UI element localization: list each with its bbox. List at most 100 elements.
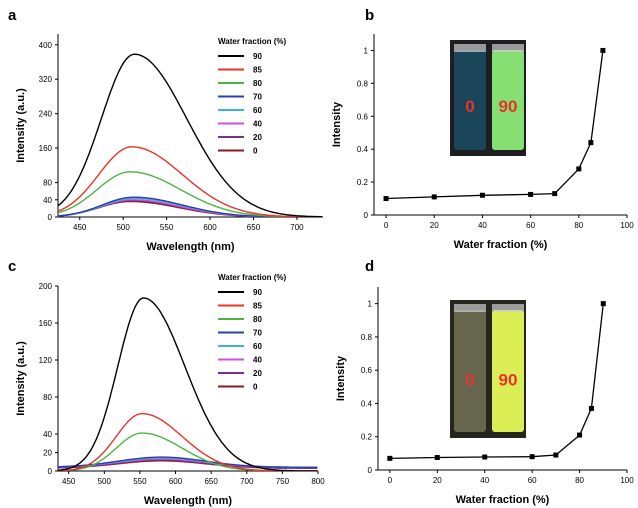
legend-label: 20 [253, 133, 262, 142]
y-tick-label: 240 [39, 110, 53, 119]
x-tick-label: 450 [73, 223, 87, 232]
x-axis-title: Water fraction (%) [456, 494, 550, 506]
panel-letter: b [365, 7, 374, 24]
panel-letter: d [365, 258, 374, 275]
legend-label: 0 [253, 147, 258, 156]
data-point-0 [383, 196, 389, 202]
data-point-90 [600, 301, 606, 307]
vial-cap-0 [454, 44, 486, 52]
data-point-20 [431, 194, 437, 200]
x-tick-label: 100 [620, 476, 634, 485]
y-tick-label: 1 [368, 300, 373, 309]
x-tick-label: 60 [528, 476, 537, 485]
y-tick-label: 400 [39, 41, 53, 50]
y-tick-label: 320 [39, 75, 53, 84]
vial-label-0: 0 [465, 371, 474, 390]
y-tick-label: 0.2 [361, 433, 373, 442]
x-tick-label: 60 [526, 221, 535, 230]
data-point-85 [588, 140, 594, 146]
legend-label: 60 [253, 342, 262, 351]
y-tick-label: 0.6 [357, 112, 369, 121]
data-point-80 [577, 432, 583, 438]
y-tick-label: 0.6 [361, 366, 373, 375]
legend-label: 20 [253, 369, 262, 378]
x-axis-title: Wavelength (nm) [144, 495, 233, 507]
vial-label-90: 90 [499, 371, 518, 390]
data-point-60 [529, 454, 535, 460]
inset-photo: 0 90 [450, 40, 526, 156]
y-tick-label: 0 [368, 466, 373, 475]
panel-letter: a [8, 7, 17, 24]
y-tick-label: 80 [43, 179, 52, 188]
vial-cap-1 [492, 304, 524, 312]
y-tick-label: 0.4 [361, 399, 373, 408]
data-point-70 [553, 452, 559, 458]
y-tick-label: 40 [43, 430, 52, 439]
y-axis-title: Intensity [331, 101, 343, 147]
series-line-70 [58, 456, 318, 468]
series-line-90 [58, 53, 323, 217]
legend-label: 0 [253, 383, 258, 392]
y-tick-label: 0.8 [361, 333, 373, 342]
data-point-60 [528, 191, 534, 197]
data-point-80 [576, 166, 582, 172]
legend-label: 40 [253, 120, 262, 129]
x-tick-label: 20 [430, 221, 439, 230]
y-tick-label: 0 [48, 467, 53, 476]
data-point-0 [387, 455, 393, 461]
y-axis-title: Intensity (a.u.) [15, 88, 27, 163]
y-tick-label: 160 [39, 319, 53, 328]
legend-label: 70 [253, 329, 262, 338]
vial-label-90: 90 [499, 97, 518, 116]
x-tick-label: 500 [116, 223, 130, 232]
legend-label: 80 [253, 315, 262, 324]
vial-1 [492, 50, 524, 150]
series-line-85 [58, 412, 318, 471]
y-axis-title: Intensity (a.u.) [15, 341, 27, 416]
y-axis-title: Intensity [335, 355, 347, 401]
data-point-70 [552, 191, 558, 197]
x-tick-label: 600 [203, 223, 217, 232]
series-line-20 [58, 459, 318, 469]
x-tick-label: 450 [62, 477, 76, 486]
vial-cap-1 [492, 44, 524, 52]
vial-1 [492, 310, 524, 432]
x-tick-label: 80 [574, 221, 583, 230]
x-tick-label: 550 [133, 477, 147, 486]
x-tick-label: 500 [98, 477, 112, 486]
vial-0 [454, 310, 486, 432]
legend-label: 80 [253, 79, 262, 88]
legend-label: 40 [253, 356, 262, 365]
x-tick-label: 40 [478, 221, 487, 230]
x-tick-label: 20 [433, 476, 442, 485]
series-line [389, 303, 604, 460]
x-tick-label: 0 [384, 221, 389, 230]
x-tick-label: 750 [276, 477, 290, 486]
x-axis-title: Water fraction (%) [454, 239, 548, 251]
y-tick-label: 120 [39, 356, 53, 365]
legend-label: 70 [253, 93, 262, 102]
x-tick-label: 650 [204, 477, 218, 486]
x-tick-label: 80 [575, 476, 584, 485]
data-point-40 [482, 454, 488, 460]
data-point-20 [434, 455, 440, 461]
legend-label: 90 [253, 288, 262, 297]
legend-label: 85 [253, 66, 262, 75]
vial-0 [454, 50, 486, 150]
y-tick-label: 0.4 [357, 145, 369, 154]
inset-photo: 0 90 [450, 300, 526, 438]
y-tick-label: 80 [43, 393, 52, 402]
y-tick-label: 0 [48, 213, 53, 222]
y-tick-label: 200 [39, 282, 53, 291]
x-tick-label: 800 [311, 477, 325, 486]
x-tick-label: 700 [290, 223, 304, 232]
series-line-90 [58, 297, 318, 471]
panel-d: d 0 20 40 60 80 100 0 0.2 0.4 0.6 0.8 1 Water fractio… [335, 258, 634, 506]
panel-b: b 0 20 40 60 80 100 0 0.2 0.4 0.6 0.8 1 Water fractio… [331, 7, 634, 251]
x-axis-title: Wavelength (nm) [146, 241, 235, 253]
y-tick-label: 0.2 [357, 178, 369, 187]
x-tick-label: 0 [388, 476, 393, 485]
panel-letter: c [8, 258, 16, 275]
data-point-40 [479, 192, 485, 198]
